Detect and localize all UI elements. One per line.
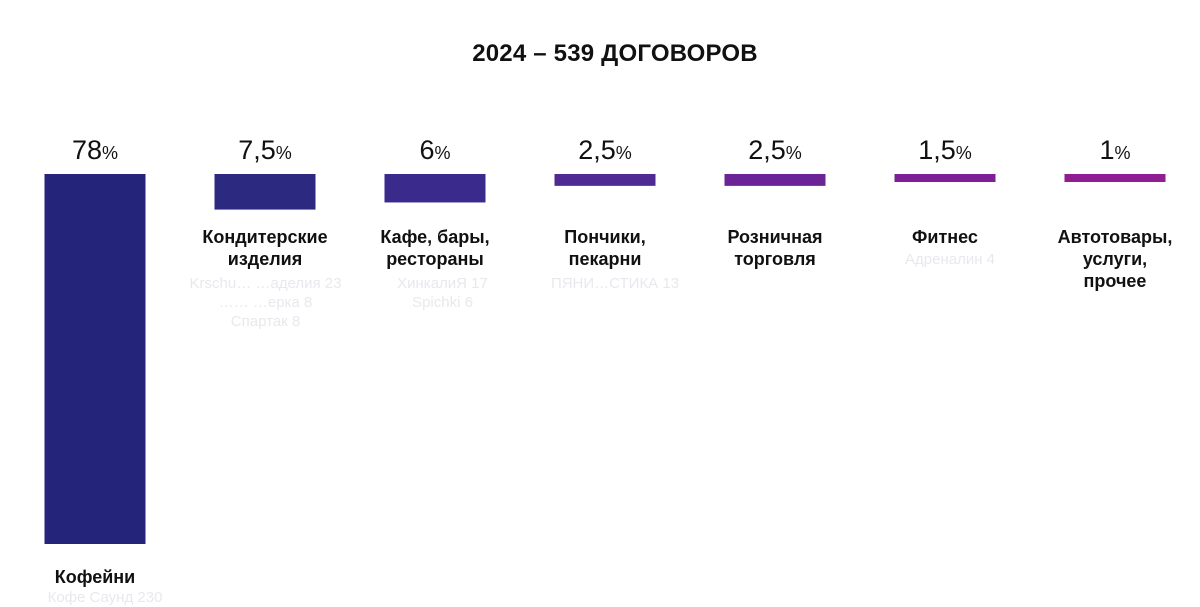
chart-title: 2024 – 539 ДОГОВОРОВ bbox=[472, 40, 758, 67]
value-unit: % bbox=[616, 143, 632, 163]
faint-label-1: Кофе Саунд 230 bbox=[47, 589, 163, 606]
value-unit: % bbox=[435, 143, 451, 163]
category-label-3: Кафе, бары, рестораны bbox=[380, 227, 490, 269]
value-number: 78 bbox=[72, 135, 102, 165]
bar-4 bbox=[554, 174, 656, 186]
bar-5 bbox=[724, 174, 826, 186]
value-label-3: 6% bbox=[419, 135, 450, 165]
value-label-7: 1% bbox=[1099, 135, 1130, 165]
value-unit: % bbox=[1115, 143, 1131, 163]
category-label-2: Кондитерские изделия bbox=[202, 227, 328, 269]
faint-label-4: ПЯНИ…СТИКА 13 bbox=[550, 275, 680, 292]
value-label-2: 7,5% bbox=[238, 135, 292, 165]
bar-6 bbox=[894, 174, 996, 182]
value-label-1: 78% bbox=[72, 135, 118, 165]
category-label-5: Розничная торговля bbox=[727, 227, 823, 269]
category-label-1: Кофейни bbox=[54, 567, 136, 587]
value-label-4: 2,5% bbox=[578, 135, 632, 165]
value-label-5: 2,5% bbox=[748, 135, 802, 165]
bar-3 bbox=[384, 174, 486, 203]
faint-label-2: Krschu… …аделия 23 …… …ерка 8 Спартак 8 bbox=[189, 275, 342, 330]
bars-group bbox=[44, 174, 1166, 544]
category-label-7: Автотовары, услуги, прочее bbox=[1057, 227, 1173, 291]
category-label-6: Фитнес bbox=[912, 227, 978, 247]
value-unit: % bbox=[102, 143, 118, 163]
value-labels-group: 78% 7,5% 6% 2,5% 2,5% 1,5% 1% bbox=[72, 135, 1131, 165]
value-number: 2,5 bbox=[578, 135, 616, 165]
category-label-4: Пончики, пекарни bbox=[564, 227, 646, 269]
faint-label-5: Адреналин 4 bbox=[905, 251, 995, 268]
value-unit: % bbox=[786, 143, 802, 163]
value-unit: % bbox=[276, 143, 292, 163]
value-number: 6 bbox=[419, 135, 434, 165]
value-unit: % bbox=[956, 143, 972, 163]
bar-1 bbox=[44, 174, 146, 544]
bar-7 bbox=[1064, 174, 1166, 182]
value-number: 1,5 bbox=[918, 135, 956, 165]
value-number: 7,5 bbox=[238, 135, 276, 165]
value-number: 1 bbox=[1099, 135, 1114, 165]
value-number: 2,5 bbox=[748, 135, 786, 165]
value-label-6: 1,5% bbox=[918, 135, 972, 165]
faint-label-3: ХинкалиЯ 17 Spichki 6 bbox=[397, 275, 488, 311]
bar-2 bbox=[214, 174, 316, 210]
